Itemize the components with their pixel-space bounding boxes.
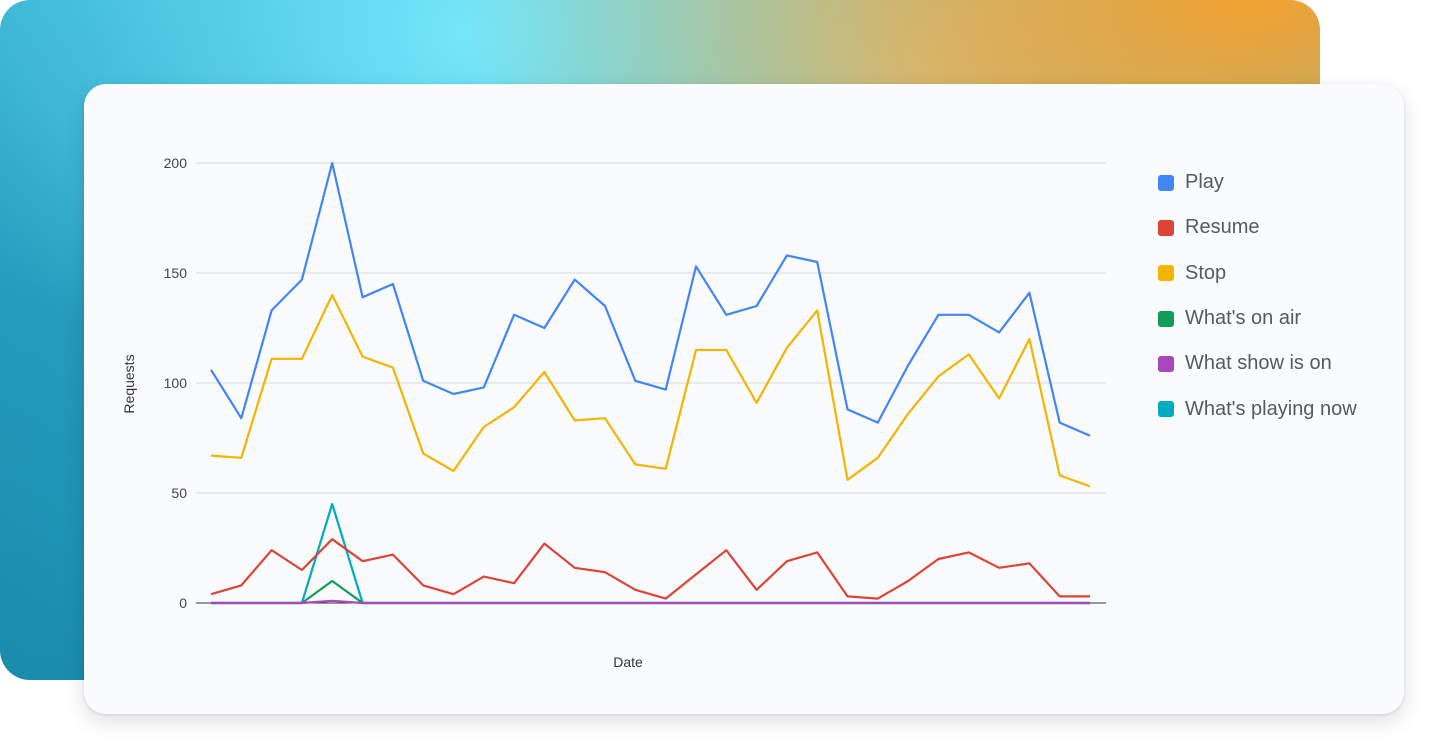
legend-swatch <box>1158 265 1174 282</box>
legend-label: Stop <box>1185 261 1227 284</box>
legend-swatch <box>1158 219 1174 236</box>
series-line-stop <box>210 293 1091 488</box>
series-line-resume <box>210 538 1090 600</box>
legend-item: Resume <box>1158 205 1357 250</box>
y-axis-label: Requests <box>121 354 137 413</box>
gridlines <box>196 162 1106 604</box>
legend-item: What's on air <box>1158 296 1357 341</box>
legend-label: What's on air <box>1185 307 1302 330</box>
legend-item: What show is on <box>1158 341 1357 386</box>
legend-swatch <box>1158 174 1174 191</box>
series-line-what-s-on-air <box>211 579 1090 605</box>
y-tick-label: 100 <box>164 375 188 391</box>
legend-label: What's playing now <box>1185 397 1357 420</box>
legend-swatch <box>1158 310 1174 327</box>
y-tick-label: 200 <box>164 155 188 171</box>
series-line-play <box>210 161 1091 437</box>
series-lines <box>210 161 1091 605</box>
legend-label: Play <box>1185 171 1224 194</box>
y-tick-labels: 0 50 100 150 200 <box>164 155 188 611</box>
chart-legend: Play Resume Stop What's on air What show is … <box>1158 160 1357 432</box>
y-tick-label: 150 <box>164 265 188 281</box>
legend-swatch <box>1158 355 1174 372</box>
legend-swatch <box>1158 401 1174 418</box>
legend-label: What show is on <box>1185 352 1332 375</box>
legend-item: Play <box>1158 160 1357 205</box>
legend-item: What's playing now <box>1158 386 1357 431</box>
legend-item: Stop <box>1158 251 1357 296</box>
series-line-what-show-is-on <box>211 599 1090 605</box>
y-tick-label: 0 <box>179 595 187 611</box>
y-tick-label: 50 <box>171 485 187 501</box>
x-axis-label: Date <box>613 654 643 670</box>
legend-label: Resume <box>1185 216 1260 239</box>
chart-card <box>84 84 1404 714</box>
